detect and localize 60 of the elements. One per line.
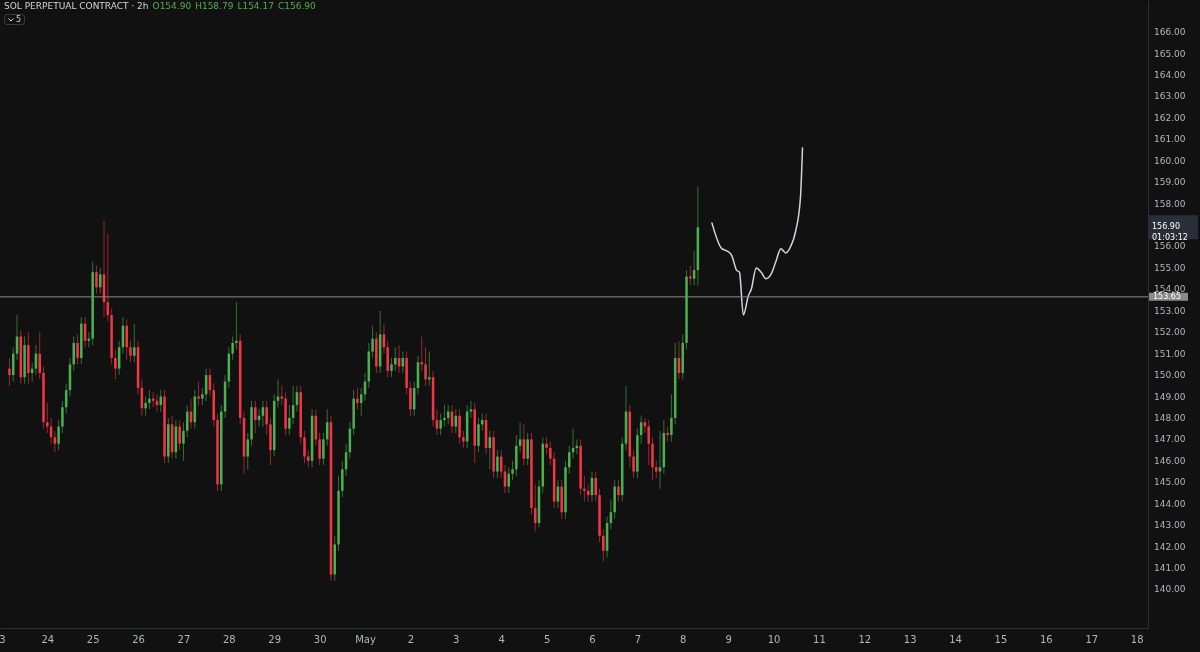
y-tick-label: 158.00 bbox=[1154, 198, 1186, 209]
x-tick-label: 17 bbox=[1085, 633, 1099, 645]
y-tick-label: 149.00 bbox=[1154, 391, 1186, 402]
y-tick-label: 162.00 bbox=[1154, 112, 1186, 123]
y-tick-label: 144.00 bbox=[1154, 498, 1186, 509]
y-tick-label: 153.00 bbox=[1154, 305, 1186, 316]
x-tick-label: May bbox=[355, 633, 376, 645]
x-tick-label: 29 bbox=[268, 633, 282, 645]
annotation: O154.90 bbox=[152, 1, 192, 11]
x-tick-label: 3 bbox=[453, 633, 460, 645]
x-tick-label: 6 bbox=[589, 633, 596, 645]
y-tick-label: 140.00 bbox=[1154, 584, 1186, 595]
y-tick-label: 146.00 bbox=[1154, 455, 1186, 466]
x-tick-label: 25 bbox=[86, 633, 100, 645]
y-tick-label: 151.00 bbox=[1154, 348, 1186, 359]
x-tick-label: 26 bbox=[132, 633, 145, 645]
y-tick-label: 155.00 bbox=[1154, 262, 1186, 273]
x-tick-label: 13 bbox=[903, 633, 917, 645]
y-tick-label: 145.00 bbox=[1154, 477, 1186, 488]
x-tick-label: 8 bbox=[680, 633, 687, 645]
x-tick-label: 10 bbox=[767, 633, 781, 645]
y-tick-label: 147.00 bbox=[1154, 434, 1186, 445]
y-tick-label: 142.00 bbox=[1154, 541, 1186, 552]
x-tick-label: 7 bbox=[634, 633, 642, 645]
x-tick-label: 28 bbox=[222, 633, 236, 645]
chart-title: SOL PERPETUAL CONTRACT · 2h bbox=[4, 1, 149, 11]
text: 156.90 01:03:12 bbox=[1152, 221, 1188, 242]
annotation: L154.17 bbox=[237, 1, 274, 11]
y-tick-label: 165.00 bbox=[1154, 48, 1186, 59]
x-tick-label: 27 bbox=[177, 633, 191, 645]
x-tick-label: 16 bbox=[1040, 633, 1053, 645]
x-tick-label: 3 bbox=[0, 633, 6, 645]
x-tick-label: 5 bbox=[543, 633, 551, 645]
x-tick-label: 15 bbox=[994, 633, 1008, 645]
x-tick-label: 2 bbox=[407, 633, 415, 645]
y-tick-label: 148.00 bbox=[1154, 412, 1186, 423]
y-tick-label: 160.00 bbox=[1154, 155, 1186, 166]
annotation: H158.79 bbox=[195, 1, 234, 11]
x-tick-label: 12 bbox=[858, 633, 872, 645]
y-tick-label: 161.00 bbox=[1154, 134, 1186, 145]
x-tick-label: 9 bbox=[725, 633, 732, 645]
candlestick bbox=[643, 417, 647, 434]
x-tick-label: 14 bbox=[949, 633, 962, 645]
annotation: C156.90 bbox=[277, 1, 316, 11]
x-tick-label: 18 bbox=[1130, 633, 1144, 645]
y-tick-label: 166.00 bbox=[1154, 27, 1186, 38]
candlestick bbox=[469, 400, 473, 419]
x-tick-label: 24 bbox=[41, 633, 55, 645]
y-tick-label: 164.00 bbox=[1154, 70, 1186, 81]
x-tick-label: 4 bbox=[498, 633, 505, 645]
x-tick-label: 30 bbox=[313, 633, 327, 645]
y-tick-label: 163.00 bbox=[1154, 91, 1186, 102]
annotation: 5 bbox=[16, 15, 22, 24]
y-tick-label: 141.00 bbox=[1154, 562, 1186, 573]
y-tick-label: 152.00 bbox=[1154, 327, 1186, 338]
y-tick-label: 143.00 bbox=[1154, 520, 1186, 531]
x-tick-label: 11 bbox=[813, 633, 826, 645]
y-tick-label: 150.00 bbox=[1154, 370, 1186, 381]
y-tick-label: 159.00 bbox=[1154, 177, 1186, 188]
y-tick-label: 156.00 bbox=[1154, 241, 1186, 252]
